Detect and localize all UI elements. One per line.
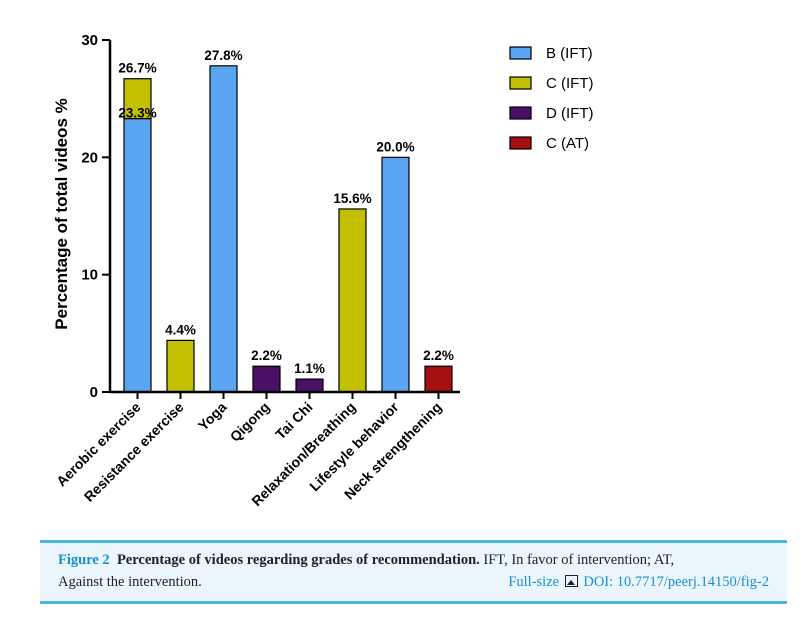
- legend-swatch: [509, 136, 532, 150]
- y-axis-label: Percentage of total videos %: [52, 98, 71, 329]
- y-tick-label: 20: [81, 149, 98, 166]
- bar-aerobic-exercise-c-ift-: [123, 78, 152, 120]
- legend-label: C (AT): [546, 135, 589, 152]
- caption-line-1: Figure 2 Percentage of videos regarding …: [58, 549, 769, 571]
- legend: B (IFT) C (IFT) D (IFT) C (AT): [509, 45, 593, 152]
- bar-neck-strengthening-c-at-: [424, 365, 453, 393]
- caption-links: Full-size DOI: 10.7717/peerj.14150/fig-2: [508, 571, 769, 593]
- figure-caption: Figure 2 Percentage of videos regarding …: [40, 540, 787, 604]
- bar-tai-chi-d-ift-: [295, 378, 324, 393]
- y-tick-label: 30: [81, 32, 98, 49]
- doi-link[interactable]: DOI: 10.7717/peerj.14150/fig-2: [583, 574, 769, 590]
- caption-text-1: IFT, In favor of intervention; AT,: [483, 552, 675, 568]
- bar-relaxation-breathing-c-ift-: [338, 208, 367, 393]
- full-size-link[interactable]: Full-size: [508, 574, 560, 590]
- legend-swatch: [509, 106, 532, 120]
- data-label: 27.8%: [204, 48, 242, 63]
- bar-yoga-b-ift-: [209, 65, 238, 393]
- bars-group: [123, 65, 453, 393]
- caption-text-2: Against the intervention.: [58, 574, 202, 590]
- data-labels-group: 26.7% 23.3% 4.4% 27.8% 2.2% 1.1% 15.6% 20.0% 2.2…: [118, 48, 454, 376]
- bar-qigong-d-ift-: [252, 365, 281, 393]
- x-tick-label: Yoga: [195, 399, 230, 434]
- image-icon[interactable]: [564, 575, 578, 587]
- y-tick-label: 0: [90, 384, 98, 401]
- legend-label: D (IFT): [546, 105, 593, 122]
- data-label: 20.0%: [376, 139, 414, 154]
- data-label: 23.3%: [118, 106, 156, 121]
- legend-swatch: [509, 76, 532, 90]
- data-label: 4.4%: [165, 322, 196, 337]
- caption-line-2: Against the intervention. Full-size DOI:…: [58, 571, 769, 593]
- data-label: 15.6%: [333, 191, 371, 206]
- bar-aerobic-exercise-b-ift-: [123, 118, 152, 393]
- y-tick-label: 10: [81, 267, 98, 284]
- data-label: 26.7%: [118, 61, 156, 76]
- bar-resistance-exercise-c-ift-: [166, 339, 195, 393]
- data-label: 2.2%: [251, 348, 282, 363]
- caption-title: Percentage of videos regarding grades of…: [116, 552, 480, 568]
- x-tick-label: Qigong: [227, 399, 273, 445]
- legend-swatch: [509, 46, 532, 60]
- data-label: 2.2%: [423, 348, 454, 363]
- legend-label: C (IFT): [546, 75, 593, 92]
- figure-label: Figure 2: [58, 552, 110, 568]
- legend-label: B (IFT): [546, 45, 593, 62]
- data-label: 1.1%: [294, 361, 325, 376]
- bar-lifestyle-behavior-b-ift-: [381, 156, 410, 393]
- bar-chart: 26.7% 23.3% 4.4% 27.8% 2.2% 1.1% 15.6% 20.0% 2.2…: [52, 32, 593, 509]
